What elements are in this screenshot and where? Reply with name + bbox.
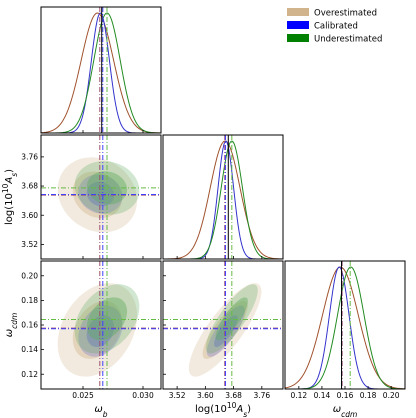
y-tick-label: 3.52 — [21, 240, 38, 249]
x-tick-label: 0.025 — [72, 391, 94, 400]
legend-swatch-underestimated — [287, 34, 309, 42]
legend-label-overestimated: Overestimated — [314, 9, 377, 19]
y-tick-label: 3.68 — [21, 182, 38, 191]
contour-overestimated-1sigma — [202, 300, 248, 359]
x-tick-label: 3.76 — [253, 391, 270, 400]
x-tick-label: 0.14 — [314, 391, 331, 400]
marginal-curve-underestimated — [163, 140, 283, 259]
contour-overestimated-2sigma — [57, 157, 138, 233]
legend-label-underestimated: Underestimated — [314, 35, 382, 45]
y-tick-label: 0.12 — [21, 370, 38, 379]
contour-calibrated-2sigma — [78, 174, 123, 214]
y-axis-label-log10As: log(1010As) — [1, 169, 19, 225]
marginal-curve-calibrated — [285, 266, 405, 389]
contour-overestimated-2sigma — [188, 283, 262, 377]
contour-overestimated-2sigma — [57, 283, 138, 377]
x-tick-label: 0.030 — [132, 391, 154, 400]
x-tick-label: 3.52 — [169, 391, 186, 400]
y-tick-label: 3.76 — [21, 152, 38, 161]
legend-label-calibrated: Calibrated — [314, 22, 358, 32]
x-tick-label: 0.20 — [383, 391, 400, 400]
x-axis-label-omega-b: ωb — [94, 404, 107, 418]
y-tick-label: 0.20 — [21, 271, 38, 280]
marginal-curve-calibrated — [163, 140, 283, 259]
legend-swatch-calibrated — [287, 21, 309, 29]
y-axis-label-omega-cdm: ωcdm — [4, 313, 19, 338]
marginal-curve-overestimated — [285, 266, 405, 389]
contour-panel-log10As-omega_cdm — [163, 261, 283, 389]
marginal-panel-omega_cdm — [285, 261, 405, 389]
y-tick-label: 0.16 — [21, 321, 38, 330]
contour-calibrated-2sigma — [78, 305, 123, 357]
marginal-curve-overestimated — [41, 12, 161, 133]
contour-overestimated-1sigma — [72, 171, 122, 219]
x-axis-label-log10As: log(1010As) — [195, 401, 251, 418]
marginal-panel-omega_b — [41, 7, 161, 133]
marginal-panel-log10As — [163, 135, 283, 259]
x-tick-label: 0.16 — [337, 391, 354, 400]
x-tick-label: 0.18 — [360, 391, 377, 400]
y-tick-label: 0.18 — [21, 296, 38, 305]
marginal-curve-calibrated — [41, 12, 161, 133]
panel-frame — [162, 134, 284, 260]
legend: Overestimated Calibrated Underestimated — [287, 8, 382, 45]
x-tick-label: 3.68 — [225, 391, 242, 400]
contour-panel-omega_b-log10As — [41, 135, 161, 259]
y-tick-label: 0.14 — [21, 345, 38, 354]
y-tick-label: 3.60 — [21, 211, 38, 220]
panels-layer: 0.025 0.030 3.52 3.60 3.68 3.76 0.12 0.14 0.16 0.… — [1, 6, 406, 418]
x-tick-label: 0.12 — [290, 391, 307, 400]
contour-overestimated-1sigma — [72, 300, 123, 359]
x-axis-label-omega-cdm: ωcdm — [333, 404, 358, 418]
marginal-curve-overestimated — [163, 140, 283, 259]
x-tick-label: 3.60 — [197, 391, 214, 400]
contour-panel-omega_b-omega_cdm — [41, 261, 161, 389]
panel-frame — [40, 6, 162, 134]
legend-swatch-overestimated — [287, 8, 309, 16]
panel-frame — [284, 260, 406, 390]
panel-frame — [40, 134, 162, 260]
marginal-curve-underestimated — [41, 12, 161, 133]
